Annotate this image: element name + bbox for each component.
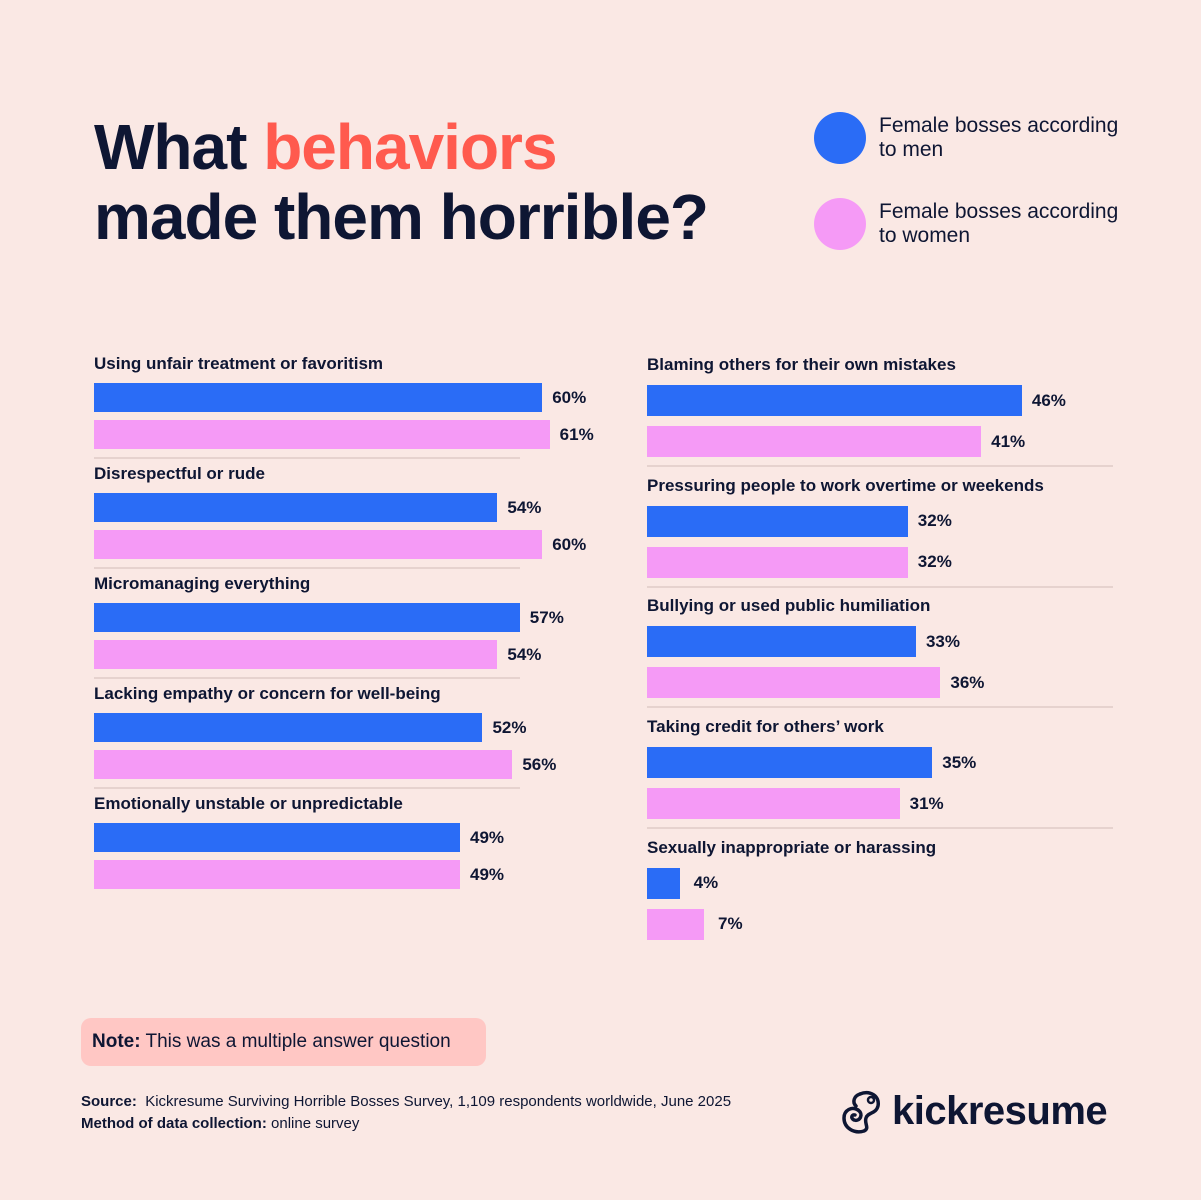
source-text: Source: Kickresume Surviving Horrible Bo… bbox=[81, 1093, 732, 1132]
bar-women bbox=[647, 908, 705, 940]
category-label: Using unfair treatment or favoritism bbox=[94, 354, 384, 373]
category-label: Lacking empathy or concern for well-bein… bbox=[94, 684, 441, 703]
value-label: 54% bbox=[507, 644, 542, 664]
chart-title: What behaviors made them horrible? bbox=[94, 111, 709, 253]
bar-women bbox=[647, 788, 900, 820]
value-label: 52% bbox=[492, 717, 527, 737]
value-label: 33% bbox=[925, 631, 960, 651]
legend-swatch-men bbox=[814, 112, 866, 164]
divider bbox=[94, 787, 520, 789]
kickresume-logo: kickresume bbox=[840, 1088, 1108, 1134]
bar-women bbox=[647, 426, 982, 457]
bar-men bbox=[94, 493, 498, 522]
value-label: 31% bbox=[909, 793, 944, 813]
category-label: Emotionally unstable or unpredictable bbox=[94, 794, 403, 813]
bar-men bbox=[94, 713, 483, 742]
value-label: 4% bbox=[693, 873, 719, 893]
value-label: 32% bbox=[917, 511, 952, 531]
divider bbox=[647, 585, 1113, 588]
value-label: 57% bbox=[529, 607, 564, 627]
value-label: 61% bbox=[559, 424, 594, 444]
bar-men bbox=[647, 505, 908, 537]
title-highlight: behaviors bbox=[263, 111, 557, 183]
bar-women bbox=[94, 530, 543, 559]
bar-men bbox=[94, 603, 520, 632]
value-label: 54% bbox=[507, 497, 542, 517]
value-label: 7% bbox=[718, 914, 743, 934]
note-box: Note: This was a multiple answer questio… bbox=[81, 1018, 486, 1066]
bar-women bbox=[647, 667, 941, 699]
bar-women bbox=[94, 640, 498, 669]
bar-women bbox=[94, 750, 513, 779]
divider bbox=[647, 827, 1113, 830]
value-label: 41% bbox=[991, 431, 1026, 451]
divider bbox=[94, 567, 520, 569]
category-label: Sexually inappropriate or harassing bbox=[647, 837, 937, 857]
bar-men bbox=[647, 747, 933, 779]
value-label: 56% bbox=[522, 754, 557, 774]
value-label: 60% bbox=[552, 534, 587, 554]
category-label: Pressuring people to work overtime or we… bbox=[647, 475, 1044, 495]
bar-men bbox=[647, 626, 916, 658]
legend-swatch-women bbox=[814, 198, 866, 250]
value-label: 35% bbox=[942, 752, 977, 772]
category-label: Micromanaging everything bbox=[94, 574, 311, 593]
divider bbox=[94, 457, 520, 459]
bar-women bbox=[94, 860, 461, 889]
divider bbox=[647, 465, 1113, 467]
divider bbox=[94, 677, 520, 679]
value-label: 49% bbox=[470, 864, 505, 884]
legend-item-women: Female bosses according to women bbox=[814, 198, 1119, 250]
category-label: Blaming others for their own mistakes bbox=[647, 355, 956, 374]
bar-women bbox=[94, 420, 550, 449]
bar-women bbox=[647, 546, 908, 578]
value-label: 49% bbox=[470, 827, 505, 847]
bar-men bbox=[94, 383, 543, 412]
bar-men bbox=[647, 867, 680, 899]
value-label: 60% bbox=[552, 387, 587, 407]
chameleon-icon bbox=[842, 1091, 880, 1134]
value-label: 32% bbox=[917, 552, 952, 572]
value-label: 46% bbox=[1031, 390, 1066, 410]
category-label: Disrespectful or rude bbox=[94, 464, 265, 483]
value-label: 36% bbox=[950, 672, 985, 692]
bar-men bbox=[647, 385, 1022, 416]
category-label: Taking credit for others’ work bbox=[647, 717, 884, 737]
category-label: Bullying or used public humiliation bbox=[647, 596, 931, 616]
divider bbox=[647, 706, 1113, 709]
legend-item-men: Female bosses according to men bbox=[814, 112, 1119, 164]
bar-men bbox=[94, 823, 461, 852]
